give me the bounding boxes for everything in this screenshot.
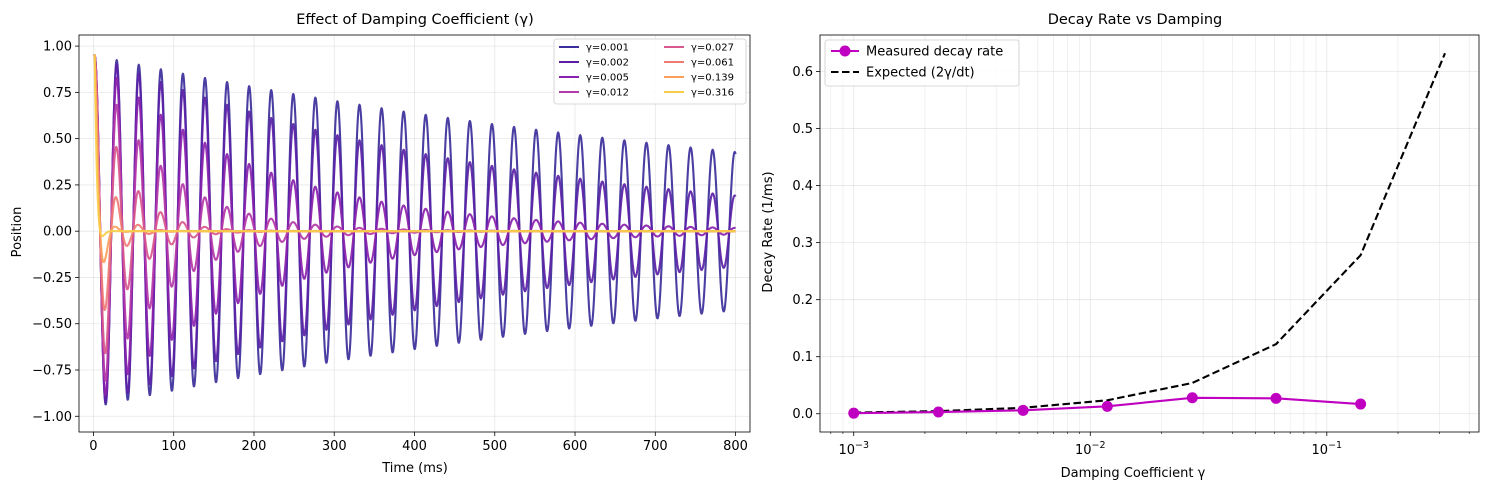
left-x-tick-label: 600 bbox=[563, 439, 588, 454]
measured-decay-point bbox=[1270, 392, 1282, 404]
right-y-tick-label: 0.4 bbox=[792, 179, 813, 194]
left-y-tick-label: −0.75 bbox=[32, 363, 72, 378]
left-x-tick-label: 200 bbox=[242, 439, 267, 454]
left-x-tick-label: 500 bbox=[482, 439, 507, 454]
left-legend-label: γ=0.002 bbox=[586, 58, 629, 69]
left-series-line-8 bbox=[92, 54, 737, 238]
left-x-ticks: 0 100 200 300 400 500 600 700 800 bbox=[89, 432, 748, 454]
damping-effect-chart: Effect of Damping Coefficient (γ) 0 100 20… bbox=[10, 12, 751, 476]
left-legend-box bbox=[553, 38, 747, 105]
right-x-tick-label: 10−3 bbox=[838, 440, 869, 458]
right-y-tick-label: 0.6 bbox=[792, 65, 813, 80]
left-legend-label: γ=0.001 bbox=[586, 43, 629, 54]
measured-decay-point bbox=[932, 406, 944, 418]
measured-decay-point bbox=[1355, 398, 1367, 410]
measured-decay-point bbox=[1186, 392, 1198, 404]
right-y-ticks: 0.0 0.1 0.2 0.3 0.4 0.5 0.6 bbox=[792, 65, 820, 422]
left-y-ticks: −1.00 −0.75 −0.50 −0.25 0.00 0.25 0.50 0.75 1.00 bbox=[32, 40, 79, 425]
left-y-tick-label: −1.00 bbox=[32, 410, 72, 425]
measured-decay-point bbox=[1101, 400, 1113, 412]
left-y-tick-label: 0.75 bbox=[43, 86, 72, 101]
left-x-axis-label: Time (ms) bbox=[381, 461, 448, 476]
left-series-line-3 bbox=[92, 54, 737, 397]
right-x-ticks: 10−3 10−2 10−1 bbox=[830, 432, 1470, 458]
left-legend-label: γ=0.005 bbox=[586, 73, 629, 84]
right-axes-frame bbox=[819, 34, 1480, 433]
left-y-tick-label: −0.25 bbox=[32, 271, 72, 286]
right-chart-title: Decay Rate vs Damping bbox=[1048, 12, 1223, 28]
left-x-tick-label: 400 bbox=[402, 439, 427, 454]
right-legend: Measured decay rate Expected (2γ/dt) bbox=[824, 39, 1020, 87]
left-y-tick-label: −0.50 bbox=[32, 317, 72, 332]
right-y-tick-label: 0.3 bbox=[792, 236, 813, 251]
left-y-tick-label: 1.00 bbox=[43, 40, 72, 55]
measured-decay-point bbox=[848, 407, 860, 419]
right-y-tick-label: 0.0 bbox=[792, 407, 813, 422]
left-x-tick-label: 700 bbox=[643, 439, 668, 454]
right-x-axis-label: Damping Coefficient γ bbox=[1061, 466, 1206, 481]
right-legend-label-measured: Measured decay rate bbox=[866, 45, 1003, 60]
right-y-tick-label: 0.2 bbox=[792, 293, 813, 308]
right-y-tick-label: 0.5 bbox=[792, 122, 813, 137]
right-legend-label-expected: Expected (2γ/dt) bbox=[866, 66, 975, 81]
measured-decay-point bbox=[1017, 404, 1029, 416]
left-plot-area bbox=[92, 54, 737, 406]
right-x-tick-label: 10−1 bbox=[1312, 440, 1343, 458]
left-x-tick-label: 800 bbox=[723, 439, 748, 454]
left-y-axis-label: Position bbox=[10, 207, 25, 258]
expected-decay-line bbox=[853, 52, 1446, 414]
left-x-tick-label: 300 bbox=[322, 439, 347, 454]
left-y-tick-label: 0.50 bbox=[43, 132, 72, 147]
left-y-tick-label: 0.00 bbox=[43, 225, 72, 240]
right-plot-area bbox=[848, 52, 1446, 419]
left-legend-label: γ=0.061 bbox=[691, 58, 734, 69]
left-legend-label: γ=0.139 bbox=[691, 73, 734, 84]
left-legend: γ=0.001 γ=0.002 γ=0.005 γ=0.012 γ=0.027 γ=0.0… bbox=[553, 38, 747, 105]
left-chart-title: Effect of Damping Coefficient (γ) bbox=[296, 12, 534, 28]
left-x-tick-label: 100 bbox=[161, 439, 186, 454]
left-y-tick-label: 0.25 bbox=[43, 178, 72, 193]
left-legend-label: γ=0.012 bbox=[586, 88, 629, 99]
right-grid bbox=[820, 35, 1479, 432]
left-x-tick-label: 0 bbox=[89, 439, 97, 454]
right-legend-box bbox=[824, 39, 1020, 87]
right-legend-marker-measured bbox=[839, 45, 851, 57]
decay-rate-chart: Decay Rate vs Damping 10−3 10−2 10−1 0.00.… bbox=[761, 12, 1480, 481]
left-legend-label: γ=0.027 bbox=[691, 43, 734, 54]
left-legend-label: γ=0.316 bbox=[691, 88, 734, 99]
right-y-axis-label: Decay Rate (1/ms) bbox=[761, 171, 776, 292]
right-y-tick-label: 0.1 bbox=[792, 350, 813, 365]
right-x-tick-label: 10−2 bbox=[1075, 440, 1106, 458]
